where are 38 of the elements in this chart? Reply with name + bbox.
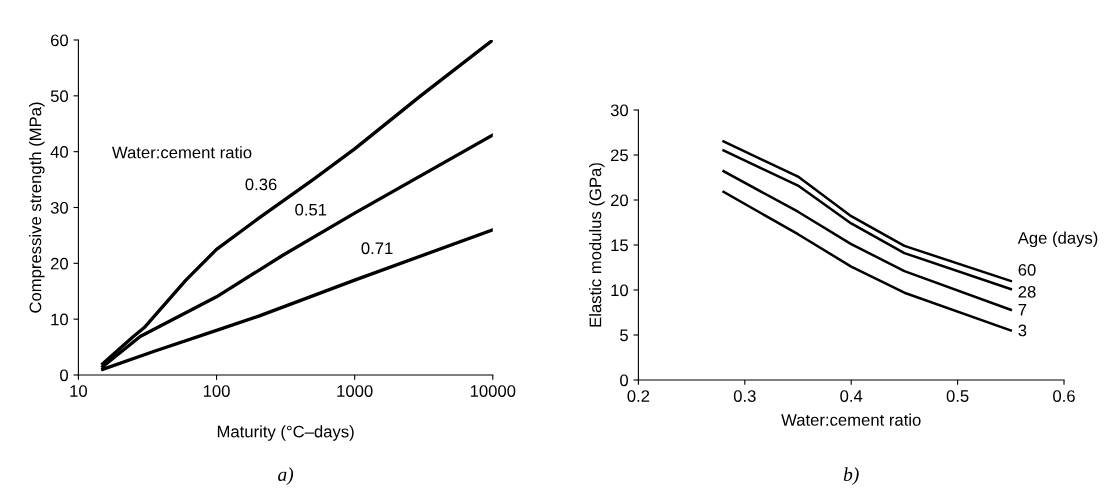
y-axis-title: Elastic modulus (GPa) xyxy=(589,163,605,327)
text: b) xyxy=(843,467,859,485)
x-tick-label: 0.3 xyxy=(733,390,756,402)
y-tick-label: 0 xyxy=(620,374,629,387)
legend-title: Water:cement ratio xyxy=(112,146,252,159)
y-tick-label: 5 xyxy=(620,329,628,342)
series-label: 60 xyxy=(1018,263,1036,276)
series-label: 28 xyxy=(1018,285,1036,298)
x-tick-label: 1000 xyxy=(337,385,373,397)
y-tick-label: 50 xyxy=(50,90,69,103)
legend-title: Age (days) xyxy=(1017,231,1098,248)
y-tick-label: 60 xyxy=(50,34,69,47)
series-label: 0.36 xyxy=(245,178,277,191)
x-tick-label: 0.4 xyxy=(840,390,863,402)
y-tick-label: 10 xyxy=(51,313,69,326)
x-tick-label: 0.2 xyxy=(627,390,650,402)
x-tick-label: 0.6 xyxy=(1053,390,1075,402)
y-tick-label: 30 xyxy=(610,104,629,117)
series-label: 0.71 xyxy=(361,242,393,255)
y-tick-label: 20 xyxy=(610,194,629,207)
series-label: 7 xyxy=(1018,304,1027,316)
y-tick-label: 0 xyxy=(60,369,69,382)
y-tick-label: 20 xyxy=(50,257,69,270)
y-tick-label: 10 xyxy=(611,284,629,297)
x-axis-title: Water:cement ratio xyxy=(781,413,921,426)
y-tick-label: 15 xyxy=(611,239,628,252)
x-axis-title: Maturity (°C–days) xyxy=(217,425,354,441)
y-tick-label: 25 xyxy=(610,149,628,162)
y-tick-label: 30 xyxy=(50,201,69,214)
y-axis-title: Compressive strength (MPa) xyxy=(29,102,45,313)
y-tick-label: 40 xyxy=(50,146,69,158)
x-tick-label: 10000 xyxy=(470,385,516,397)
x-tick-label: 10 xyxy=(70,385,88,397)
x-tick-label: 0.5 xyxy=(946,390,969,402)
x-tick-label: 100 xyxy=(203,385,230,397)
series-label: 3 xyxy=(1018,324,1027,337)
text: a) xyxy=(278,467,294,485)
series-label: 0.51 xyxy=(295,203,327,216)
